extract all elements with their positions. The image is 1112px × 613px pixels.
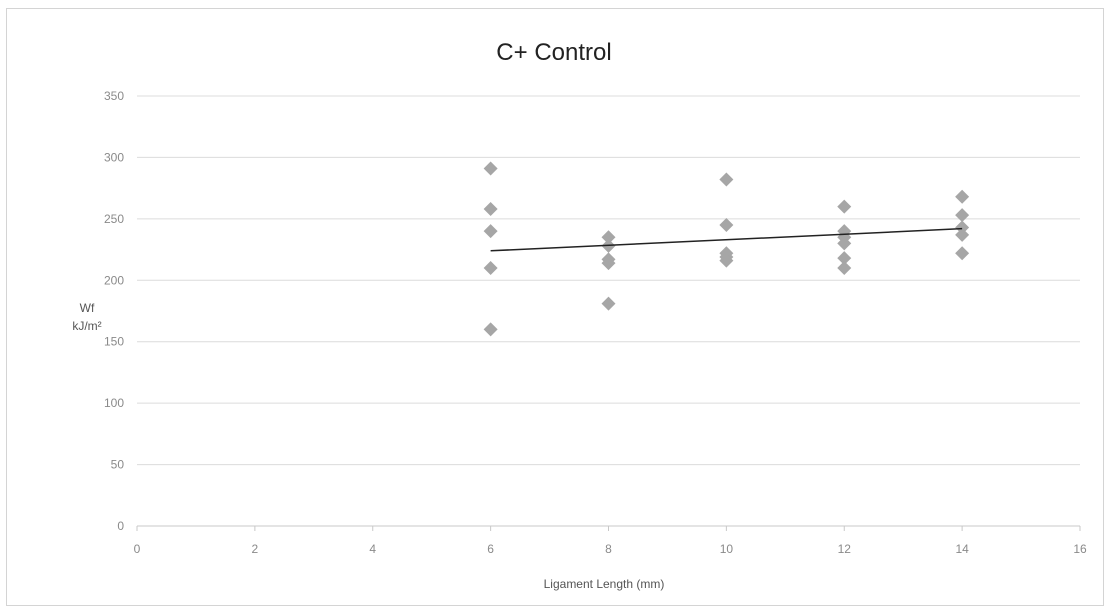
y-tick-label-300: 300 bbox=[104, 150, 124, 164]
y-axis-label-line2: kJ/m² bbox=[72, 319, 101, 333]
data-point bbox=[837, 236, 852, 251]
gridlines bbox=[137, 95, 1080, 466]
data-point bbox=[483, 161, 498, 176]
chart-frame bbox=[6, 8, 1104, 606]
x-tick-label-4: 4 bbox=[369, 542, 376, 556]
y-tick-label-0: 0 bbox=[117, 519, 124, 533]
data-point bbox=[719, 218, 734, 232]
y-tick-label-150: 150 bbox=[104, 335, 124, 349]
data-point bbox=[955, 246, 970, 261]
data-point bbox=[601, 296, 616, 311]
data-point bbox=[601, 230, 616, 245]
x-axis-label: Ligament Length (mm) bbox=[544, 577, 665, 591]
x-tick-label-14: 14 bbox=[955, 542, 969, 556]
data-point bbox=[483, 261, 498, 275]
data-point bbox=[837, 199, 852, 214]
data-point bbox=[837, 251, 852, 266]
data-point bbox=[483, 202, 498, 217]
data-point bbox=[719, 253, 734, 268]
x-tick-label-8: 8 bbox=[605, 542, 612, 556]
y-tick-label-50: 50 bbox=[111, 458, 125, 472]
y-tick-label-200: 200 bbox=[104, 273, 124, 287]
data-point bbox=[837, 261, 852, 275]
y-tick-label-100: 100 bbox=[104, 396, 124, 410]
x-tick-label-12: 12 bbox=[838, 542, 852, 556]
data-point bbox=[601, 256, 616, 271]
chart-title: C+ Control bbox=[496, 39, 611, 66]
x-tick-label-2: 2 bbox=[252, 542, 259, 556]
data-point bbox=[955, 220, 970, 235]
data-point bbox=[955, 227, 970, 242]
x-tick-label-6: 6 bbox=[487, 542, 494, 556]
data-point bbox=[955, 189, 970, 204]
x-axis-ticks: 0 2 4 6 8 10 12 14 16 bbox=[134, 526, 1087, 556]
data-point bbox=[483, 224, 498, 239]
y-tick-label-250: 250 bbox=[104, 212, 124, 226]
data-points bbox=[483, 161, 970, 337]
x-tick-label-10: 10 bbox=[720, 542, 734, 556]
data-point bbox=[719, 172, 734, 187]
x-tick-label-16: 16 bbox=[1073, 542, 1087, 556]
trendline bbox=[490, 227, 963, 252]
y-axis-ticks: 0 50 100 150 200 250 300 350 bbox=[104, 89, 124, 533]
x-tick-label-0: 0 bbox=[134, 542, 141, 556]
data-point bbox=[483, 322, 498, 337]
y-tick-label-350: 350 bbox=[104, 89, 124, 103]
data-point bbox=[955, 208, 970, 223]
y-axis-label-line1: Wf bbox=[80, 301, 95, 315]
